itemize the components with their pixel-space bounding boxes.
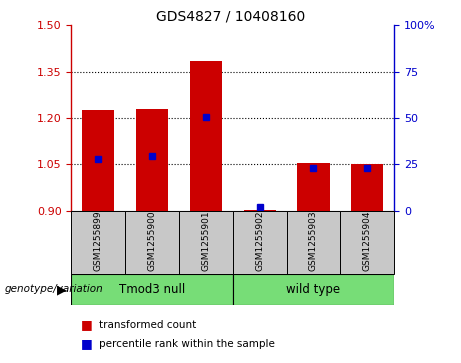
Text: GSM1255904: GSM1255904 [363, 211, 372, 271]
Bar [179, 211, 233, 274]
Bar [297, 163, 330, 211]
Text: GSM1255902: GSM1255902 [255, 211, 264, 271]
Bar [71, 211, 125, 274]
Text: GSM1255903: GSM1255903 [309, 211, 318, 272]
Text: GSM1255899: GSM1255899 [94, 211, 103, 272]
Bar [136, 109, 168, 211]
Bar [125, 211, 179, 274]
Text: GDS4827 / 10408160: GDS4827 / 10408160 [156, 9, 305, 23]
Text: ■: ■ [81, 318, 92, 331]
Text: Tmod3 null: Tmod3 null [119, 283, 185, 296]
Bar [190, 61, 222, 211]
Text: genotype/variation: genotype/variation [5, 285, 103, 294]
Bar [71, 274, 233, 305]
Text: GSM1255900: GSM1255900 [148, 211, 157, 272]
Text: percentile rank within the sample: percentile rank within the sample [99, 339, 275, 349]
Text: ▶: ▶ [57, 283, 67, 296]
Bar [82, 110, 114, 211]
Text: ■: ■ [81, 337, 92, 350]
Bar [233, 211, 287, 274]
Text: transformed count: transformed count [99, 320, 196, 330]
Text: GSM1255901: GSM1255901 [201, 211, 210, 272]
Bar [351, 164, 384, 211]
Bar [340, 211, 394, 274]
Text: wild type: wild type [286, 283, 341, 296]
Bar [233, 274, 394, 305]
Bar [287, 211, 340, 274]
